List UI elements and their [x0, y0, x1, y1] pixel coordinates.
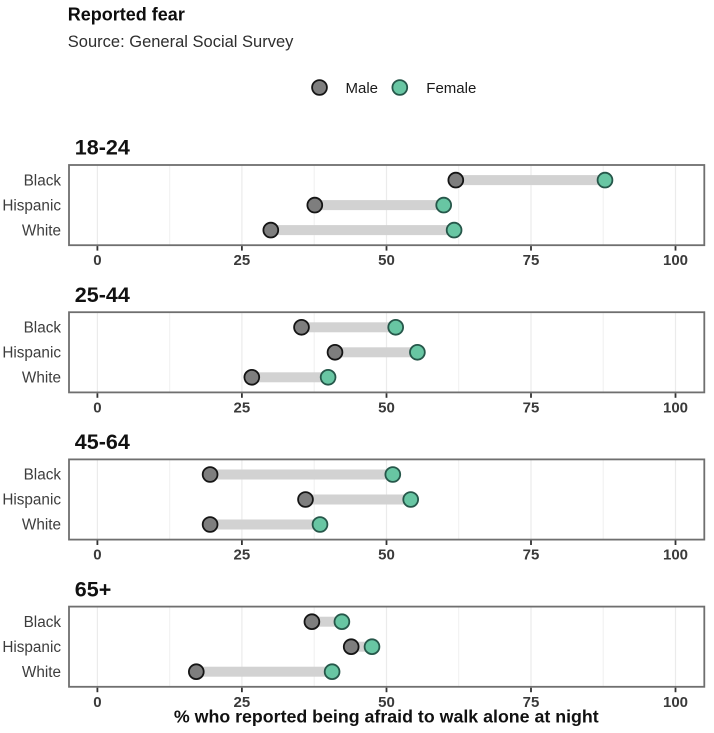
svg-text:Hispanic: Hispanic [2, 639, 61, 656]
svg-text:% who reported being afraid to: % who reported being afraid to walk alon… [174, 706, 599, 726]
svg-text:75: 75 [523, 694, 540, 711]
svg-text:25: 25 [234, 252, 251, 269]
svg-text:0: 0 [93, 399, 101, 416]
svg-text:Hispanic: Hispanic [2, 197, 61, 214]
svg-text:50: 50 [378, 694, 395, 711]
svg-text:Source: General Social Survey: Source: General Social Survey [68, 33, 294, 51]
svg-text:18-24: 18-24 [75, 136, 130, 160]
svg-text:75: 75 [523, 547, 540, 564]
svg-text:25: 25 [234, 547, 251, 564]
svg-text:25-44: 25-44 [75, 283, 130, 307]
svg-text:Female: Female [426, 80, 476, 97]
svg-text:White: White [22, 664, 61, 681]
svg-text:75: 75 [523, 399, 540, 416]
svg-text:Black: Black [24, 320, 62, 337]
svg-text:100: 100 [663, 694, 688, 711]
svg-text:50: 50 [378, 399, 395, 416]
svg-text:25: 25 [234, 399, 251, 416]
svg-text:0: 0 [93, 694, 101, 711]
svg-text:25: 25 [234, 694, 251, 711]
svg-text:50: 50 [378, 547, 395, 564]
svg-text:Hispanic: Hispanic [2, 345, 61, 362]
svg-text:Black: Black [24, 467, 62, 484]
svg-text:0: 0 [93, 252, 101, 269]
svg-text:White: White [22, 370, 61, 387]
svg-text:100: 100 [663, 399, 688, 416]
svg-text:Black: Black [24, 172, 62, 189]
svg-text:Black: Black [24, 614, 62, 631]
svg-text:Reported fear: Reported fear [68, 5, 185, 25]
svg-text:100: 100 [663, 547, 688, 564]
svg-text:White: White [22, 222, 61, 239]
svg-text:100: 100 [663, 252, 688, 269]
svg-text:White: White [22, 517, 61, 534]
svg-text:65+: 65+ [75, 577, 111, 601]
svg-text:50: 50 [378, 252, 395, 269]
svg-text:45-64: 45-64 [75, 430, 130, 454]
svg-text:0: 0 [93, 547, 101, 564]
svg-text:Hispanic: Hispanic [2, 492, 61, 509]
svg-text:75: 75 [523, 252, 540, 269]
svg-text:Male: Male [346, 80, 379, 97]
